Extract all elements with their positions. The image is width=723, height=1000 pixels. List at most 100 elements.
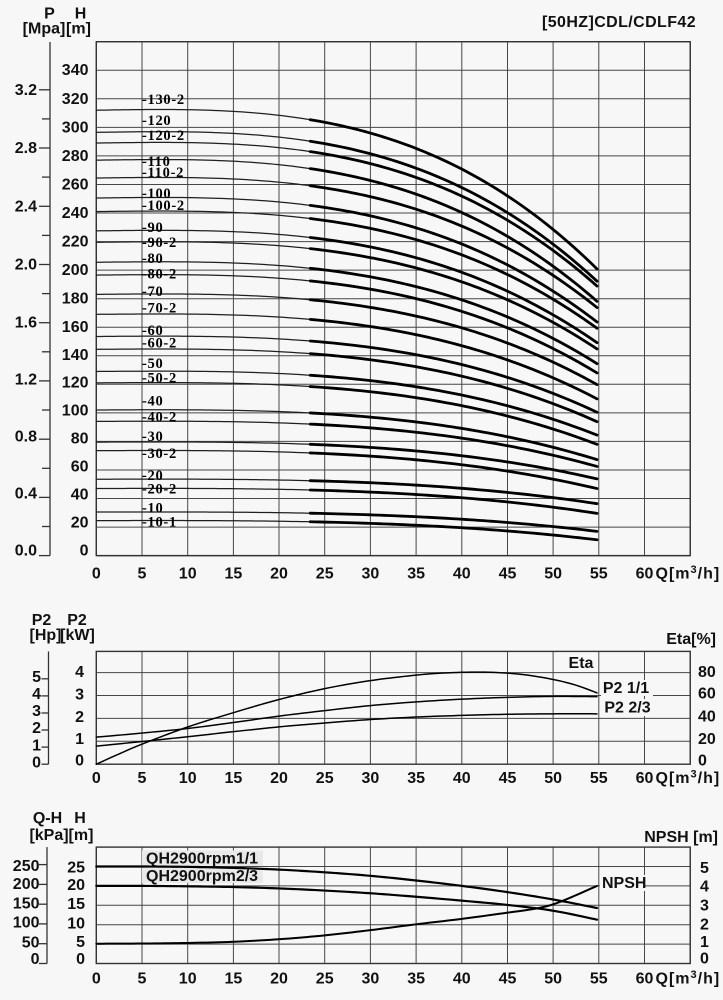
- svg-text:0: 0: [80, 543, 89, 560]
- svg-text:40: 40: [71, 487, 89, 504]
- svg-text:20: 20: [698, 731, 716, 748]
- svg-text:80: 80: [71, 431, 89, 448]
- svg-text:320: 320: [62, 91, 89, 108]
- svg-text:P2: P2: [32, 612, 52, 629]
- svg-text:35: 35: [407, 566, 425, 583]
- svg-text:-20: -20: [142, 468, 163, 484]
- svg-text:NPSH: NPSH: [602, 875, 646, 892]
- svg-text:120: 120: [62, 375, 89, 392]
- svg-text:30: 30: [362, 770, 380, 787]
- svg-text:[m]: [m]: [69, 827, 94, 844]
- svg-text:35: 35: [407, 970, 425, 987]
- svg-text:340: 340: [62, 62, 89, 79]
- svg-text:10: 10: [67, 915, 85, 932]
- svg-text:-40-2: -40-2: [142, 409, 177, 425]
- svg-text:-100-2: -100-2: [142, 198, 185, 214]
- svg-text:P2 1/1: P2 1/1: [603, 680, 649, 697]
- svg-text:3: 3: [700, 897, 709, 914]
- svg-text:-20-2: -20-2: [142, 482, 177, 498]
- svg-text:50: 50: [22, 934, 40, 951]
- svg-text:H: H: [75, 6, 87, 23]
- svg-text:0: 0: [698, 753, 707, 770]
- svg-text:4: 4: [32, 686, 41, 703]
- svg-text:50: 50: [544, 970, 562, 987]
- svg-text:15: 15: [225, 566, 243, 583]
- svg-text:40: 40: [453, 970, 471, 987]
- svg-text:25: 25: [67, 859, 85, 876]
- svg-text:20: 20: [270, 970, 288, 987]
- svg-text:Q-H: Q-H: [33, 810, 62, 827]
- svg-text:30: 30: [362, 566, 380, 583]
- svg-text:-100: -100: [142, 186, 171, 202]
- svg-text:H: H: [74, 810, 86, 827]
- svg-text:10: 10: [179, 770, 197, 787]
- svg-text:1.6: 1.6: [15, 314, 37, 331]
- svg-text:35: 35: [407, 770, 425, 787]
- svg-text:NPSH [m]: NPSH [m]: [644, 829, 718, 846]
- svg-text:0.4: 0.4: [15, 486, 37, 503]
- svg-text:10: 10: [179, 566, 197, 583]
- svg-text:25: 25: [316, 566, 334, 583]
- svg-text:0: 0: [92, 566, 101, 583]
- svg-text:-110: -110: [142, 154, 171, 170]
- svg-text:20: 20: [270, 566, 288, 583]
- svg-text:200: 200: [13, 876, 40, 893]
- svg-text:1: 1: [700, 934, 709, 951]
- svg-text:Q[m3/h]: Q[m3/h]: [656, 969, 721, 988]
- svg-text:5: 5: [32, 669, 41, 686]
- svg-text:-70-2: -70-2: [142, 300, 177, 316]
- svg-text:220: 220: [62, 234, 89, 251]
- svg-text:5: 5: [138, 770, 147, 787]
- svg-text:1: 1: [32, 737, 41, 754]
- svg-text:3: 3: [32, 703, 41, 720]
- svg-text:0: 0: [32, 754, 41, 771]
- svg-text:Eta[%]: Eta[%]: [666, 631, 716, 648]
- svg-text:50: 50: [544, 566, 562, 583]
- svg-text:P2: P2: [67, 612, 87, 629]
- svg-text:280: 280: [62, 148, 89, 165]
- svg-text:2.0: 2.0: [15, 257, 37, 274]
- svg-text:60: 60: [698, 685, 716, 702]
- svg-text:15: 15: [225, 770, 243, 787]
- svg-text:-40: -40: [142, 394, 163, 410]
- svg-text:0: 0: [31, 951, 40, 968]
- svg-text:2: 2: [700, 916, 709, 933]
- svg-text:-30: -30: [142, 429, 163, 445]
- svg-text:55: 55: [590, 970, 608, 987]
- svg-text:160: 160: [62, 319, 89, 336]
- svg-text:Eta: Eta: [569, 655, 594, 672]
- svg-text:P2 2/3: P2 2/3: [604, 700, 650, 717]
- svg-text:0.0: 0.0: [15, 543, 37, 560]
- svg-text:-70: -70: [142, 284, 163, 300]
- svg-text:-80-2: -80-2: [142, 267, 177, 283]
- svg-text:15: 15: [225, 970, 243, 987]
- svg-text:80: 80: [698, 664, 716, 681]
- svg-text:2.8: 2.8: [15, 140, 37, 157]
- svg-text:[Hp]: [Hp]: [30, 627, 62, 644]
- svg-text:260: 260: [62, 177, 89, 194]
- svg-text:1: 1: [75, 731, 84, 748]
- svg-text:-130-2: -130-2: [142, 92, 185, 108]
- svg-text:[m]: [m]: [66, 21, 91, 38]
- svg-text:1.2: 1.2: [15, 371, 37, 388]
- svg-text:-120: -120: [142, 113, 171, 129]
- svg-text:[Mpa]: [Mpa]: [23, 21, 66, 38]
- svg-text:0: 0: [700, 951, 709, 968]
- svg-text:10: 10: [179, 970, 197, 987]
- svg-text:300: 300: [62, 119, 89, 136]
- svg-text:45: 45: [499, 770, 517, 787]
- svg-text:-60: -60: [142, 323, 163, 339]
- svg-text:0: 0: [76, 951, 85, 968]
- svg-text:40: 40: [453, 566, 471, 583]
- svg-text:50: 50: [544, 770, 562, 787]
- svg-text:60: 60: [636, 566, 654, 583]
- svg-text:60: 60: [71, 459, 89, 476]
- svg-text:55: 55: [590, 770, 608, 787]
- svg-text:5: 5: [138, 970, 147, 987]
- svg-text:-90-2: -90-2: [142, 235, 177, 251]
- svg-text:-80: -80: [142, 251, 163, 267]
- svg-text:QH2900rpm2/3: QH2900rpm2/3: [146, 868, 258, 885]
- svg-text:5: 5: [76, 934, 85, 951]
- svg-text:20: 20: [71, 515, 89, 532]
- svg-text:45: 45: [499, 566, 517, 583]
